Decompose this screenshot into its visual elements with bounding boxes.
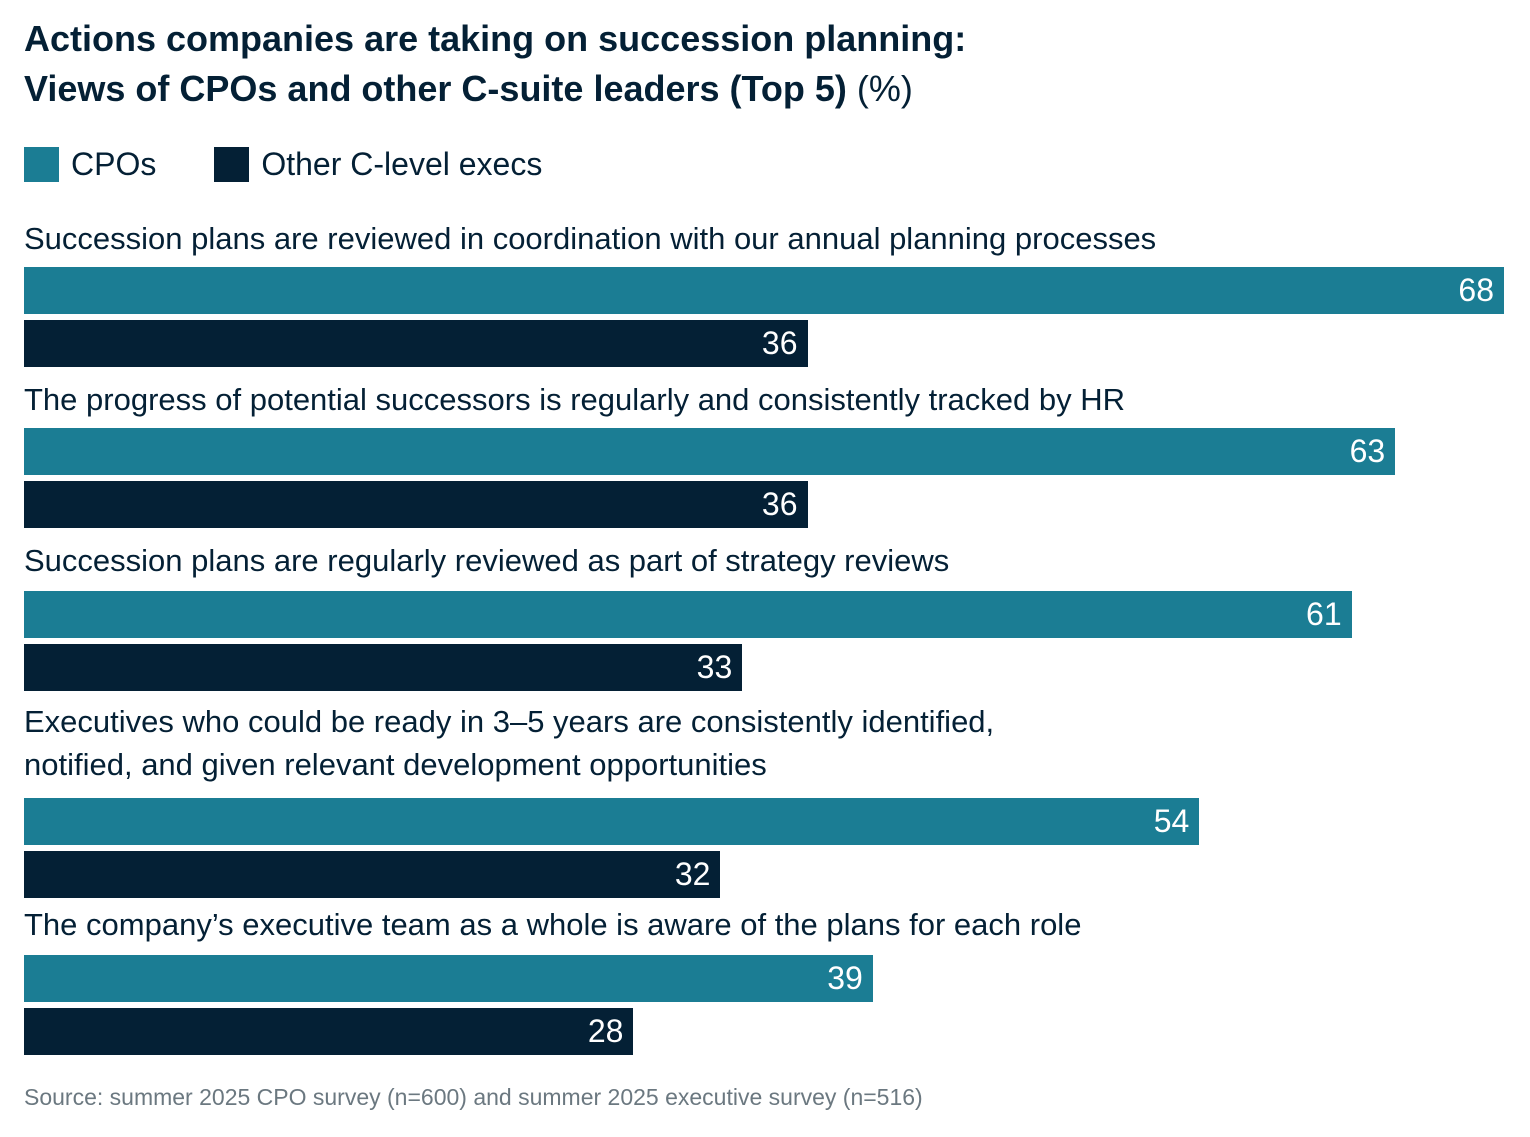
bar-other-execs bbox=[24, 481, 808, 528]
data-label: 36 bbox=[761, 325, 798, 361]
legend-label-cpos: CPOs bbox=[71, 146, 157, 182]
bar-other-execs bbox=[24, 320, 808, 367]
chart-title-line2: Views of CPOs and other C-suite leaders … bbox=[24, 64, 913, 114]
data-label: 39 bbox=[827, 960, 863, 996]
bar-cpos bbox=[24, 428, 1396, 475]
legend: CPOs Other C-level execs bbox=[24, 146, 600, 183]
category-label: Executives who could be ready in 3–5 yea… bbox=[24, 704, 995, 782]
source-note: Source: summer 2025 CPO survey (n=600) a… bbox=[24, 1084, 923, 1110]
bar-other-execs bbox=[24, 851, 721, 898]
data-label: 36 bbox=[761, 486, 798, 522]
bar-cpos bbox=[24, 591, 1352, 638]
category-label: Succession plans are regularly reviewed … bbox=[24, 543, 950, 578]
data-label: 63 bbox=[1349, 433, 1386, 469]
category-label: The progress of potential successors is … bbox=[24, 382, 1125, 417]
legend-swatch-other-execs bbox=[214, 147, 250, 182]
data-label: 54 bbox=[1153, 803, 1190, 839]
bar-cpos bbox=[24, 798, 1200, 845]
bar-cpos bbox=[24, 955, 873, 1002]
category-label: The company’s executive team as a whole … bbox=[24, 907, 1082, 942]
legend-label-other-execs: Other C-level execs bbox=[261, 146, 543, 182]
data-label: 32 bbox=[674, 856, 711, 892]
legend-item-cpos: CPOs bbox=[24, 146, 156, 183]
chart-title-text: Views of CPOs and other C-suite leaders … bbox=[24, 68, 847, 109]
chart-title-line1: Actions companies are taking on successi… bbox=[24, 18, 967, 59]
legend-swatch-cpos bbox=[24, 147, 59, 182]
data-label: 61 bbox=[1306, 596, 1342, 632]
bar-cpos bbox=[24, 267, 1504, 314]
data-label: 68 bbox=[1458, 272, 1494, 308]
data-label: 28 bbox=[587, 1013, 624, 1049]
legend-item-other-execs: Other C-level execs bbox=[214, 146, 542, 183]
data-label: 33 bbox=[696, 649, 733, 685]
chart-title-unit: (%) bbox=[856, 68, 913, 109]
bar-other-execs bbox=[24, 1008, 634, 1055]
bar-other-execs bbox=[24, 644, 743, 691]
category-label: Succession plans are reviewed in coordin… bbox=[24, 221, 1157, 256]
